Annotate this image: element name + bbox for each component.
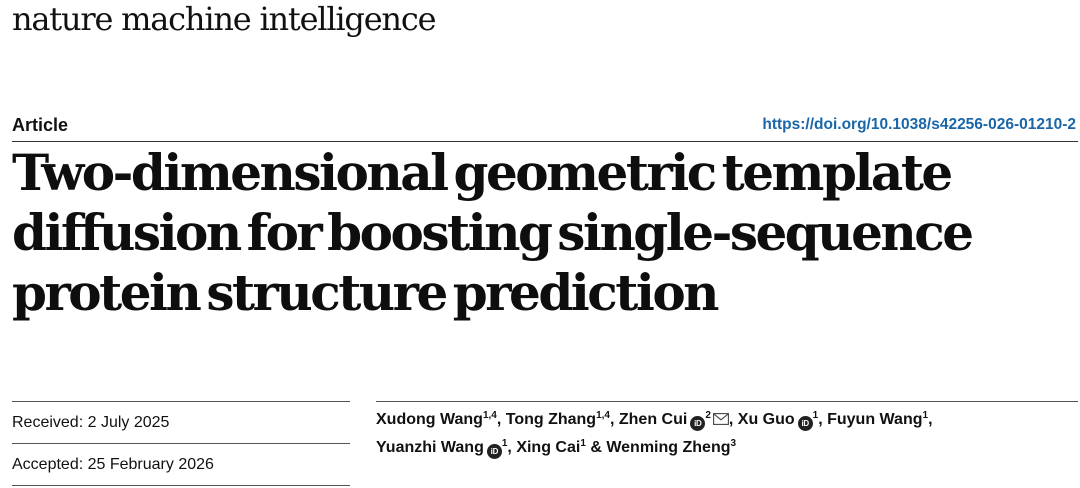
- author[interactable]: Wenming Zheng3: [606, 438, 737, 457]
- author-separator: ,: [818, 411, 828, 428]
- affiliation-sup: 3: [730, 438, 737, 449]
- author-name[interactable]: Wenming Zheng: [606, 439, 731, 456]
- orcid-icon[interactable]: iD: [486, 444, 502, 459]
- author-name[interactable]: Xudong Wang: [376, 411, 483, 428]
- author[interactable]: Xudong Wang1,4: [376, 410, 497, 429]
- author-separator: ,: [496, 411, 506, 428]
- author[interactable]: Zhen Cui iD2: [618, 410, 729, 431]
- author-name[interactable]: Fuyun Wang: [827, 411, 923, 428]
- publication-dates: Received: 2 July 2025 Accepted: 25 Febru…: [12, 401, 350, 486]
- journal-name[interactable]: nature machine intelligence: [12, 0, 437, 38]
- author[interactable]: Yuanzhi Wang iD1: [376, 438, 508, 459]
- affiliation-sup: 1: [922, 410, 929, 421]
- author-name[interactable]: Xing Cai: [516, 439, 581, 456]
- author-name[interactable]: Yuanzhi Wang: [376, 439, 484, 456]
- accepted-date: Accepted: 25 February 2026: [12, 456, 214, 473]
- dates-divider: [12, 485, 350, 486]
- article-title: Two-dimensional geometric template diffu…: [12, 143, 1012, 323]
- affiliation-sup: 2: [705, 410, 711, 421]
- author[interactable]: Fuyun Wang1: [827, 410, 929, 429]
- header-divider: [12, 141, 1078, 142]
- dates-divider: [12, 401, 350, 402]
- author-name[interactable]: Zhen Cui: [618, 411, 688, 428]
- title-line-1: Two-dimensional geometric template: [12, 143, 953, 202]
- author[interactable]: Xing Cai1: [516, 438, 586, 457]
- authors-divider: [376, 401, 1078, 402]
- author-separator: ,: [609, 411, 619, 428]
- article-header: Article https://doi.org/10.1038/s42256-0…: [12, 110, 1076, 140]
- dates-divider: [12, 443, 350, 444]
- title-line-3: protein structure prediction: [12, 263, 720, 322]
- doi-link[interactable]: https://doi.org/10.1038/s42256-026-01210…: [762, 116, 1076, 133]
- title-line-2: diffusion for boosting single-sequence: [12, 203, 974, 262]
- affiliation-sup: 1,4: [596, 410, 610, 421]
- author-separator: ,: [728, 411, 738, 428]
- affiliation-sup: 1: [812, 410, 819, 421]
- author[interactable]: Xu Guo iD1: [737, 410, 819, 431]
- orcid-icon[interactable]: iD: [797, 416, 813, 431]
- author[interactable]: Tong Zhang1,4: [505, 410, 610, 429]
- received-date: Received: 2 July 2025: [12, 414, 170, 431]
- author-name[interactable]: Tong Zhang: [505, 411, 597, 428]
- author-separator: &: [585, 439, 607, 456]
- author-separator: ,: [928, 411, 933, 428]
- author-separator: ,: [507, 439, 517, 456]
- article-type: Article: [12, 114, 69, 135]
- mail-icon[interactable]: [712, 413, 729, 425]
- author-name[interactable]: Xu Guo: [737, 411, 795, 428]
- orcid-icon[interactable]: iD: [690, 416, 706, 431]
- affiliation-sup: 1: [501, 438, 508, 449]
- affiliation-sup: 1: [580, 438, 586, 449]
- affiliation-sup: 1,4: [482, 410, 497, 421]
- author-list: Xudong Wang1,4, Tong Zhang1,4, Zhen Cui i…: [376, 406, 1066, 462]
